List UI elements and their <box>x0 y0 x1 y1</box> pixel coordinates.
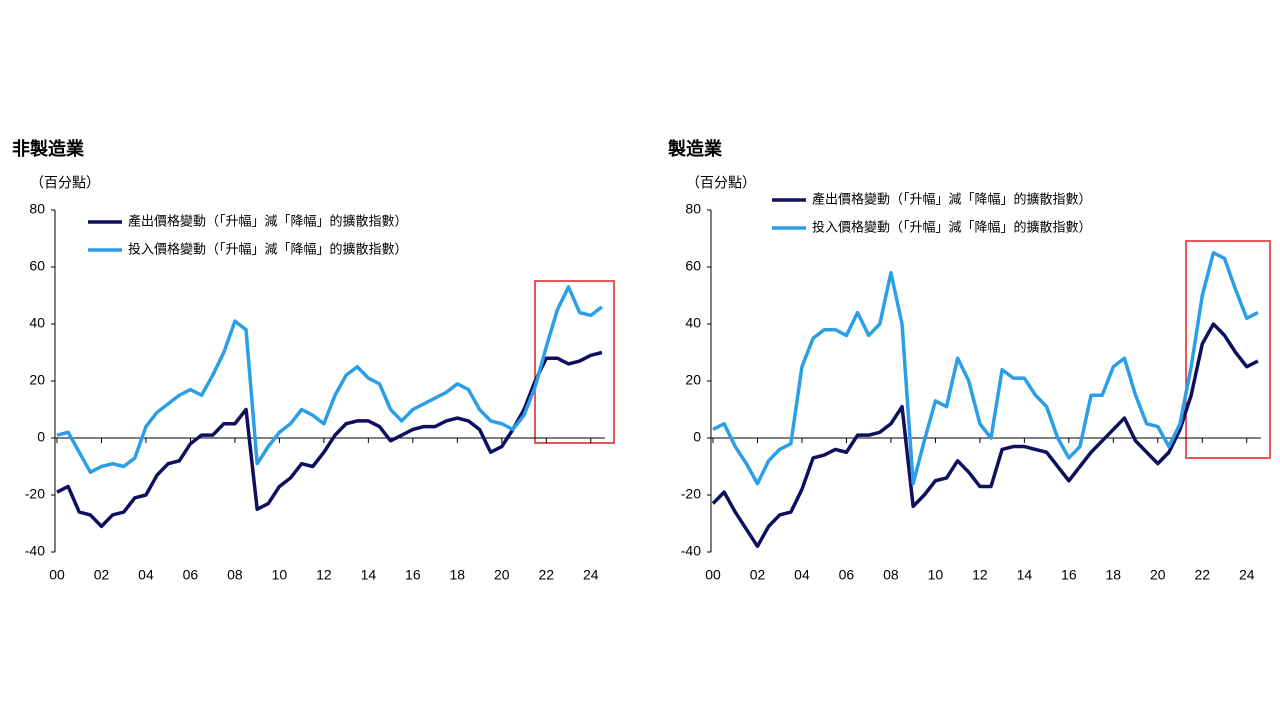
x-tick-label: 18 <box>450 567 466 583</box>
y-tick-label: 20 <box>29 372 45 388</box>
y-axis-label: （百分點） <box>686 175 756 191</box>
chart-title: 非製造業 <box>12 138 85 159</box>
y-tick-label: 0 <box>37 429 45 445</box>
x-tick-label: 16 <box>1061 567 1077 583</box>
series-line <box>711 322 1259 549</box>
x-tick-label: 10 <box>272 567 288 583</box>
x-tick-label: 06 <box>183 567 199 583</box>
legend-label: 產出價格變動（「升幅」減「降幅」的擴散指數） <box>128 213 408 228</box>
y-tick-label: 60 <box>29 258 45 274</box>
x-tick-label: 06 <box>839 567 855 583</box>
x-tick-label: 12 <box>972 567 988 583</box>
y-tick-label: 40 <box>685 315 701 331</box>
x-tick-label: 16 <box>405 567 421 583</box>
x-tick-label: 04 <box>794 567 810 583</box>
x-tick-label: 12 <box>316 567 332 583</box>
x-tick-label: 18 <box>1106 567 1122 583</box>
highlight-box <box>534 280 615 444</box>
y-tick-label: 40 <box>29 315 45 331</box>
x-tick-label: 14 <box>1017 567 1033 583</box>
y-tick-label: 80 <box>685 201 701 217</box>
x-tick-label: 08 <box>227 567 243 583</box>
legend-label: 投入價格變動（「升幅」減「降幅」的擴散指數） <box>812 219 1092 234</box>
x-tick-label: 22 <box>538 567 554 583</box>
x-tick-label: 24 <box>1239 567 1255 583</box>
series-line <box>56 285 603 474</box>
legend-label: 投入價格變動（「升幅」減「降幅」的擴散指數） <box>128 241 408 256</box>
y-tick-label: -20 <box>25 486 45 502</box>
legend-label: 產出價格變動（「升幅」減「降幅」的擴散指數） <box>812 191 1092 206</box>
x-tick-label: 00 <box>49 567 65 583</box>
x-tick-label: 14 <box>361 567 377 583</box>
y-tick-label: -20 <box>681 486 701 502</box>
highlight-box <box>1185 240 1271 459</box>
series-line <box>712 251 1259 486</box>
x-tick-label: 04 <box>138 567 154 583</box>
x-tick-label: 02 <box>94 567 110 583</box>
chart-title: 製造業 <box>667 138 723 159</box>
x-tick-label: 20 <box>494 567 510 583</box>
y-tick-label: 60 <box>685 258 701 274</box>
y-tick-label: -40 <box>681 543 701 559</box>
series-line <box>56 350 603 529</box>
x-tick-label: 08 <box>883 567 899 583</box>
x-tick-label: 10 <box>928 567 944 583</box>
y-axis-label: （百分點） <box>30 175 100 191</box>
y-tick-label: 20 <box>685 372 701 388</box>
x-tick-label: 22 <box>1194 567 1210 583</box>
x-tick-label: 00 <box>705 567 721 583</box>
x-tick-label: 02 <box>750 567 766 583</box>
y-tick-label: -40 <box>25 543 45 559</box>
y-tick-label: 0 <box>693 429 701 445</box>
x-tick-label: 24 <box>583 567 599 583</box>
y-tick-label: 80 <box>29 201 45 217</box>
x-tick-label: 20 <box>1150 567 1166 583</box>
